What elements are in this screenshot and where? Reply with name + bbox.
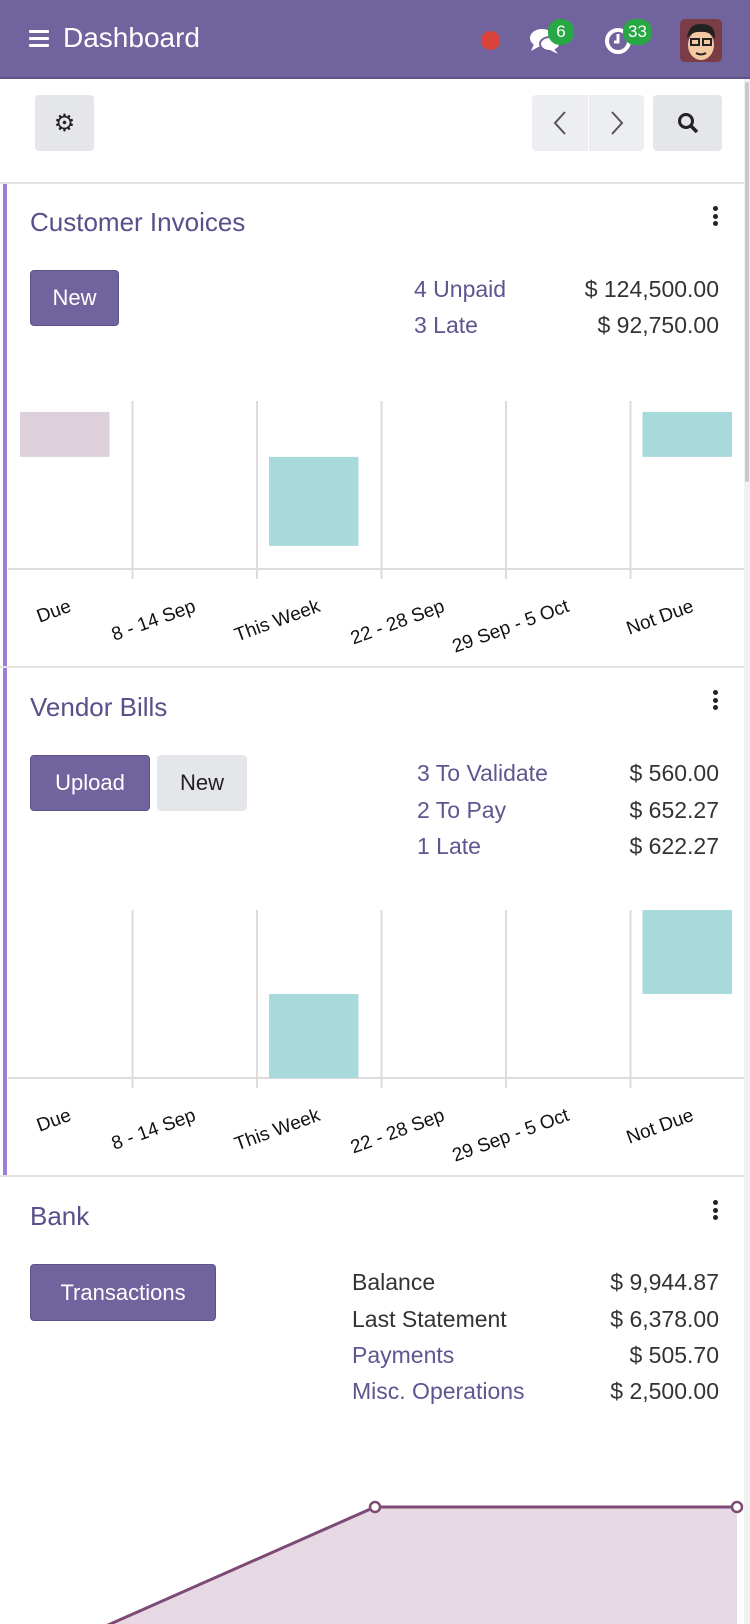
bank-title[interactable]: Bank [30,1201,90,1231]
kebab-menu-icon[interactable] [712,1200,718,1220]
bar-this-week [269,456,359,546]
late-amount: $ 622.27 [629,833,719,859]
divider [0,666,744,668]
late-link[interactable]: 1 Late [417,833,481,859]
pager-next-button[interactable] [589,95,644,151]
scrollbar-thumb[interactable] [745,82,749,482]
kebab-menu-icon[interactable] [712,206,718,226]
divider [0,182,744,184]
to-validate-link[interactable]: 3 To Validate [417,760,548,786]
bar-this-week [269,994,359,1078]
customer-invoices-chart: Due 8 - 14 Sep This Week 22 - 28 Sep 29 Sep … [8,401,744,658]
chevron-left-icon [553,111,566,135]
unpaid-amount: $ 124,500.00 [584,276,719,302]
chevron-right-icon [610,111,623,135]
pager-previous-button[interactable] [532,95,588,151]
data-point [730,1500,744,1514]
bar-not-due [642,910,732,994]
misc-operations-amount: $ 2,500.00 [610,1378,719,1404]
activities-badge: 33 [623,19,652,45]
late-amount: $ 92,750.00 [597,312,719,338]
search-icon [677,113,698,134]
transactions-button[interactable]: Transactions [30,1264,216,1321]
divider [0,1175,744,1177]
search-button[interactable] [653,95,722,151]
to-pay-amount: $ 652.27 [629,797,719,823]
top-navbar: Dashboard 6 33 [0,0,750,79]
late-link[interactable]: 3 Late [414,312,478,338]
app-title: Dashboard [63,22,200,53]
card-accent [3,668,7,1175]
scrollbar[interactable] [744,79,750,1624]
card-accent [3,184,7,666]
last-statement-label: Last Statement [352,1306,507,1332]
bar-not-due [642,411,732,457]
vendor-bills-title[interactable]: Vendor Bills [30,692,168,722]
balance-label: Balance [352,1269,436,1295]
payments-link[interactable]: Payments [352,1342,455,1368]
customer-invoices-title[interactable]: Customer Invoices [30,207,246,237]
payments-amount: $ 505.70 [629,1342,719,1368]
to-pay-link[interactable]: 2 To Pay [417,797,507,823]
new-invoice-button[interactable]: New [30,270,119,326]
unpaid-link[interactable]: 4 Unpaid [414,276,507,302]
upload-button[interactable]: Upload [30,755,150,811]
to-validate-amount: $ 560.00 [629,760,719,786]
settings-button[interactable]: ⚙ [35,95,94,151]
messages-badge: 6 [548,19,574,45]
avatar[interactable] [680,19,722,62]
vendor-bills-chart: Due 8 - 14 Sep This Week 22 - 28 Sep 29 Sep … [8,910,744,1167]
bar-due [20,411,110,457]
menu-icon[interactable] [29,30,49,48]
status-indicator [481,31,500,50]
new-bill-button[interactable]: New [157,755,247,811]
balance-amount: $ 9,944.87 [610,1269,719,1295]
gear-icon: ⚙ [53,109,76,137]
kebab-menu-icon[interactable] [712,690,718,710]
last-statement-amount: $ 6,378.00 [610,1306,719,1332]
misc-operations-link[interactable]: Misc. Operations [352,1378,525,1404]
data-point [368,1500,382,1514]
area-fill [110,1507,737,1624]
